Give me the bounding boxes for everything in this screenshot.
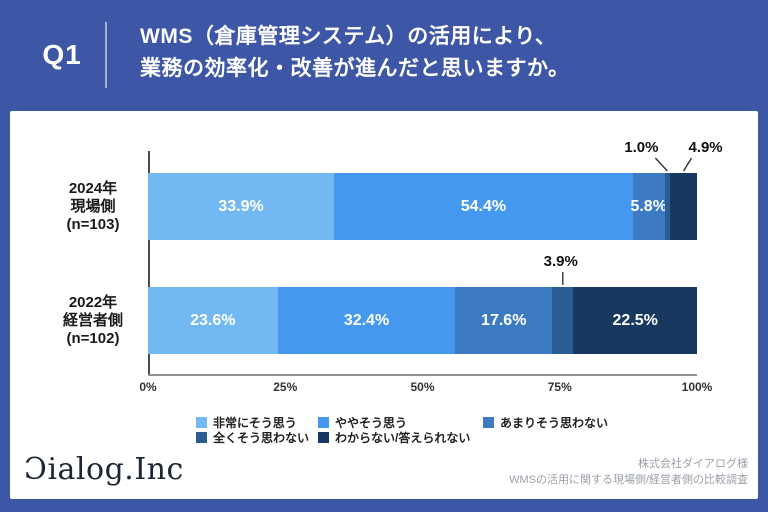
x-axis-tick: 25% [273, 380, 298, 394]
page-title-line2: 業務の効率化・改善が進んだと思いますか。 [140, 57, 570, 80]
callout-value-label: 1.0% [624, 139, 659, 156]
x-axis-tick: 0% [139, 380, 157, 394]
legend-swatch [196, 416, 207, 428]
bar-segment: 22.5% [573, 287, 697, 354]
category-label: 2022年 経営者側 (n=102) [18, 287, 168, 354]
bar-segment [552, 287, 574, 354]
bar-segment: 17.6% [455, 287, 553, 354]
bar-segment: 33.9% [148, 173, 335, 240]
segment-value-label: 5.8% [630, 197, 667, 215]
legend-label: あまりそう思わない [500, 415, 609, 430]
segment-value-label: 33.9% [218, 197, 264, 215]
category-label-line: 現場側 [70, 197, 116, 215]
dialog-logo: Ɔialog.Inc [24, 452, 184, 487]
legend-item: 非常にそう思う [196, 415, 318, 430]
segment-value-label: 54.4% [460, 197, 507, 215]
chart-panel: 0% 25% 50% 75% 100% 2024年 現場側 (n=103) 33.9% 54.4%… [10, 111, 758, 499]
callout-value-label: 3.9% [543, 253, 578, 270]
header: Q1 WMS（倉庫管理システム）の活用により、 業務の効率化・改善が進んだと思い… [0, 0, 768, 111]
legend-item: あまりそう思わない [483, 415, 609, 430]
credit-line2: WMSの活用に関する現場側/経営者側の比較調査 [509, 474, 748, 486]
category-label-line: 2024年 [68, 179, 118, 197]
y-axis-line [148, 151, 150, 375]
category-label-line: (n=103) [66, 215, 120, 233]
bar-segment [670, 173, 697, 240]
x-axis-baseline [148, 374, 697, 376]
category-label-line: 2022年 [68, 293, 118, 311]
category-label-line: 経営者側 [62, 311, 123, 329]
legend-label: 全くそう思わない [213, 430, 310, 445]
chart-legend: 非常にそう思う ややそう思う あまりそう思わない全くそう思わない わからない/答えられ… [196, 415, 609, 445]
x-axis-tick: 75% [547, 380, 572, 394]
bar-segment: 54.4% [334, 173, 633, 240]
segment-value-label: 23.6% [190, 311, 236, 329]
callout-value-label: 4.9% [688, 139, 723, 156]
legend-label: ややそう思う [335, 415, 408, 430]
legend-label: 非常にそう思う [213, 415, 297, 430]
segment-value-label: 32.4% [343, 311, 390, 329]
category-label-line: (n=102) [66, 329, 120, 347]
page-title: WMS（倉庫管理システム）の活用により、 業務の効率化・改善が進んだと思いますか… [140, 21, 570, 85]
bar-segment: 32.4% [277, 287, 456, 354]
category-label: 2024年 現場側 (n=103) [18, 173, 168, 240]
segment-value-label: 22.5% [612, 311, 658, 329]
legend-label: わからない/答えられない [335, 430, 471, 445]
legend-swatch [196, 431, 207, 443]
bar-segment: 23.6% [148, 287, 278, 354]
x-axis-tick: 100% [681, 380, 713, 394]
bar-segment: 5.8% [630, 173, 667, 240]
bar-segment [664, 173, 671, 240]
header-divider [105, 22, 107, 88]
legend-item: ややそう思う [318, 415, 483, 430]
survey-credits: 株式会社ダイアログ様 WMSの活用に関する現場側/経営者側の比較調査 [509, 456, 748, 488]
page-title-line1: WMS（倉庫管理システム）の活用により、 [140, 25, 557, 48]
credit-line1: 株式会社ダイアログ様 [638, 458, 748, 470]
legend-item: 全くそう思わない [196, 430, 318, 445]
question-number-badge: Q1 [42, 39, 82, 70]
x-axis-tick: 50% [410, 380, 435, 394]
chart-plot: 0% 25% 50% 75% 100% 2024年 現場側 (n=103) 33.9% 54.4%… [10, 111, 758, 411]
legend-swatch [318, 416, 329, 428]
legend-swatch [483, 416, 494, 428]
segment-value-label: 17.6% [481, 311, 527, 329]
legend-swatch [318, 431, 329, 443]
legend-item: わからない/答えられない [318, 430, 483, 445]
callout-leader-lines [562, 157, 693, 285]
